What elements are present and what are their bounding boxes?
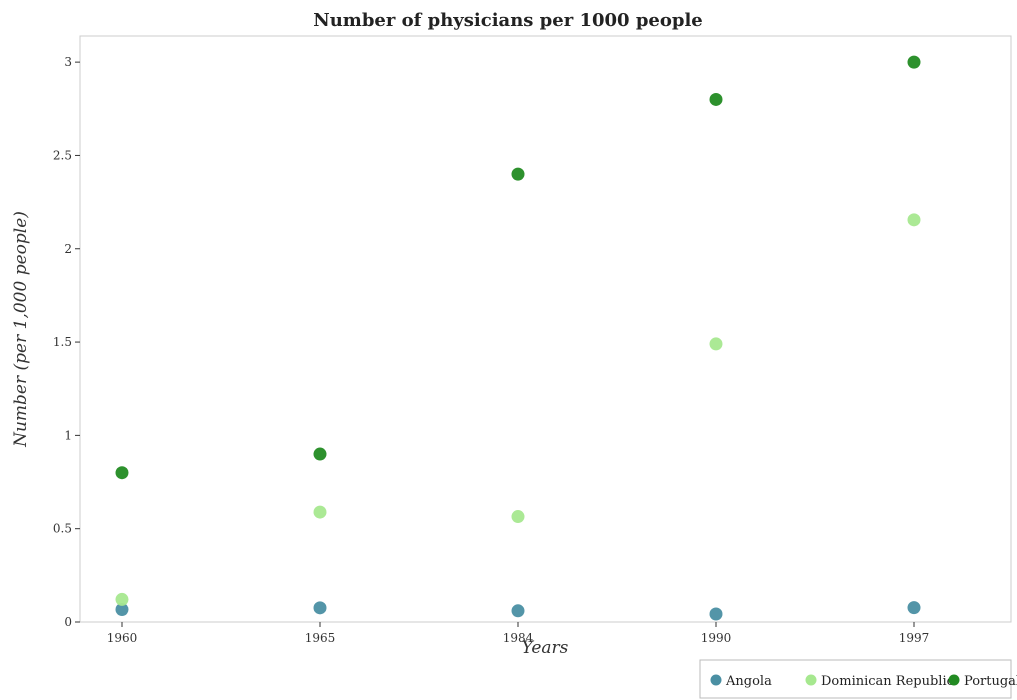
y-axis-title: Number (per 1,000 people) [11,211,31,448]
legend-marker-angola [710,674,722,686]
point-portugal[interactable] [709,92,723,106]
point-angola[interactable] [313,601,327,615]
x-axis: 1960 1965 1984 1990 1997 [107,622,930,645]
point-portugal[interactable] [907,55,921,69]
point-dominican-republic[interactable] [511,510,525,524]
point-portugal[interactable] [511,167,525,181]
x-axis-title: Years [522,638,569,658]
legend-marker-portugal [948,674,960,686]
point-portugal[interactable] [115,466,129,480]
y-tick-label: 2.5 [53,148,72,162]
point-angola[interactable] [907,601,921,615]
legend: Angola Dominican Republic Portugal [699,659,1017,699]
point-dominican-republic[interactable] [907,213,921,227]
x-tick-label: 1965 [305,631,336,645]
point-angola[interactable] [115,602,129,616]
y-tick-label: 1.5 [53,335,72,349]
point-portugal[interactable] [313,447,327,461]
y-tick-label: 1 [64,428,72,442]
point-dominican-republic[interactable] [313,505,327,519]
x-tick-label: 1984 [503,631,534,645]
y-tick-label: 3 [64,55,72,69]
point-angola[interactable] [709,607,723,621]
y-axis: 0 0.5 1 1.5 2 2.5 3 [53,55,80,629]
point-dominican-republic[interactable] [709,337,723,351]
legend-marker-dominican-republic [805,674,817,686]
legend-label-portugal: Portugal [964,674,1017,689]
data-points [115,55,921,621]
legend-label-dominican-republic: Dominican Republic [821,674,954,689]
point-angola[interactable] [511,604,525,618]
plot-area [79,35,1012,623]
y-tick-label: 2 [64,242,72,256]
x-tick-label: 1960 [107,631,138,645]
x-tick-label: 1990 [701,631,732,645]
y-tick-label: 0 [64,615,72,629]
point-dominican-republic[interactable] [115,592,129,606]
y-tick-label: 0.5 [53,522,72,536]
legend-label-angola: Angola [725,674,772,689]
x-tick-label: 1997 [899,631,930,645]
chart-title: Number of physicians per 1000 people [313,10,703,31]
